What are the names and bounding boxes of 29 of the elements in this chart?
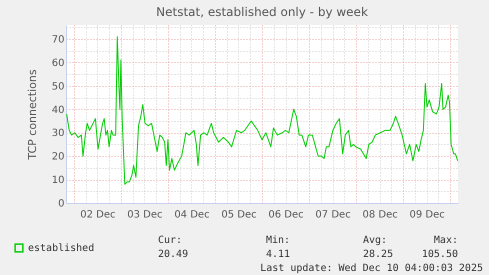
x-tick-label: 04 Dec: [174, 210, 210, 220]
x-tick-label: 05 Dec: [221, 210, 257, 220]
text: Cur:: [158, 235, 182, 246]
x-tick-label: 07 Dec: [315, 210, 351, 220]
x-tick-label: 03 Dec: [127, 210, 163, 220]
y-tick-label: 60: [52, 58, 64, 69]
text: Last update: Wed Dec 10 04:00:03 2025: [260, 263, 483, 274]
text: 28.25: [363, 249, 394, 260]
text: Avg:: [363, 235, 388, 246]
text: Max:: [434, 235, 458, 246]
y-axis-title: TCP connections: [26, 69, 39, 161]
legend-label: established: [28, 243, 94, 254]
text: 105.50: [422, 249, 458, 260]
y-tick-label: 70: [52, 34, 64, 46]
x-tick-label: 06 Dec: [268, 210, 304, 220]
text: 20.49: [158, 249, 188, 260]
y-tick-label: 40: [52, 104, 64, 116]
y-tick-label: 20: [52, 152, 64, 163]
text: 4.11: [266, 249, 290, 260]
chart-title: Netstat, established only - by week: [156, 5, 368, 19]
y-tick-label: 30: [52, 128, 64, 140]
y-tick-label: 10: [52, 175, 64, 186]
y-tick-label: 0: [58, 198, 64, 210]
x-tick-label: 08 Dec: [362, 210, 398, 220]
y-tick-label: 50: [52, 81, 64, 92]
line-series: [66, 36, 458, 185]
x-tick-label: 09 Dec: [410, 210, 445, 220]
text: Min:: [266, 235, 290, 246]
x-tick-label: 02 Dec: [80, 210, 116, 220]
